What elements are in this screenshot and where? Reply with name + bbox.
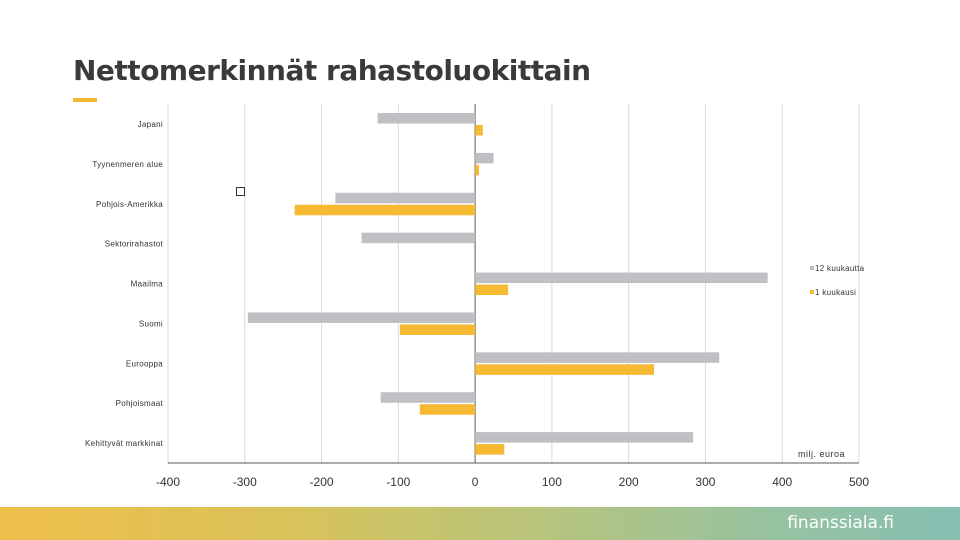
bar-1-month xyxy=(475,284,509,296)
bar-1-month xyxy=(399,324,476,335)
x-tick-label: -300 xyxy=(233,475,257,489)
x-tick-label: -100 xyxy=(386,475,410,489)
x-tick-label: 0 xyxy=(472,475,479,489)
x-tick-label: -400 xyxy=(156,475,180,489)
x-tick-label: 100 xyxy=(542,475,562,489)
category-label: Tyynenmeren alue xyxy=(92,160,163,169)
bar-1-month xyxy=(475,364,655,375)
bar-12-months xyxy=(475,272,768,284)
x-tick-label: 200 xyxy=(619,475,639,489)
bar-12-months xyxy=(380,392,476,403)
brand-logo-text: finanssiala.fi xyxy=(787,513,894,533)
category-label: Maailma xyxy=(131,280,164,289)
unit-label: milj. euroa xyxy=(798,449,846,459)
bar-12-months xyxy=(475,432,694,443)
category-label: Kehittyvät markkinat xyxy=(85,439,164,448)
title-accent-bar xyxy=(73,98,97,102)
legend-label: 12 kuukautta xyxy=(815,264,865,273)
bar-12-months xyxy=(475,152,494,164)
x-tick-label: -200 xyxy=(310,475,334,489)
bar-12-months xyxy=(475,352,720,363)
bar-12-months xyxy=(335,192,476,204)
category-label: Pohjois-Amerikka xyxy=(96,200,163,209)
bar-chart: -400 -300 -200 -100 0 100 200 300 400 500 Japani Ty… xyxy=(85,104,869,489)
bar-12-months xyxy=(377,113,476,124)
footer-band xyxy=(0,507,960,540)
category-label: Japani xyxy=(138,120,163,129)
bar-12-months xyxy=(247,312,476,323)
category-label: Pohjoismaat xyxy=(116,399,164,408)
bar-1-month xyxy=(294,204,476,216)
bar-1-month xyxy=(475,444,505,455)
category-label: Sektorirahastot xyxy=(105,240,164,249)
category-label: Eurooppa xyxy=(126,359,163,368)
square-marker-icon xyxy=(236,187,245,196)
x-tick-label: 300 xyxy=(695,475,715,489)
bar-1-month xyxy=(419,404,476,415)
x-tick-label: 500 xyxy=(849,475,869,489)
page-title: Nettomerkinnät rahastoluokittain xyxy=(73,54,591,87)
category-label: Suomi xyxy=(139,319,163,328)
bar-1-month xyxy=(475,125,483,136)
x-tick-label: 400 xyxy=(772,475,792,489)
bar-1-month xyxy=(475,164,479,176)
legend-swatch xyxy=(810,266,814,270)
legend-swatch xyxy=(810,290,814,294)
legend-label: 1 kuukausi xyxy=(815,288,856,297)
bar-12-months xyxy=(361,232,476,244)
